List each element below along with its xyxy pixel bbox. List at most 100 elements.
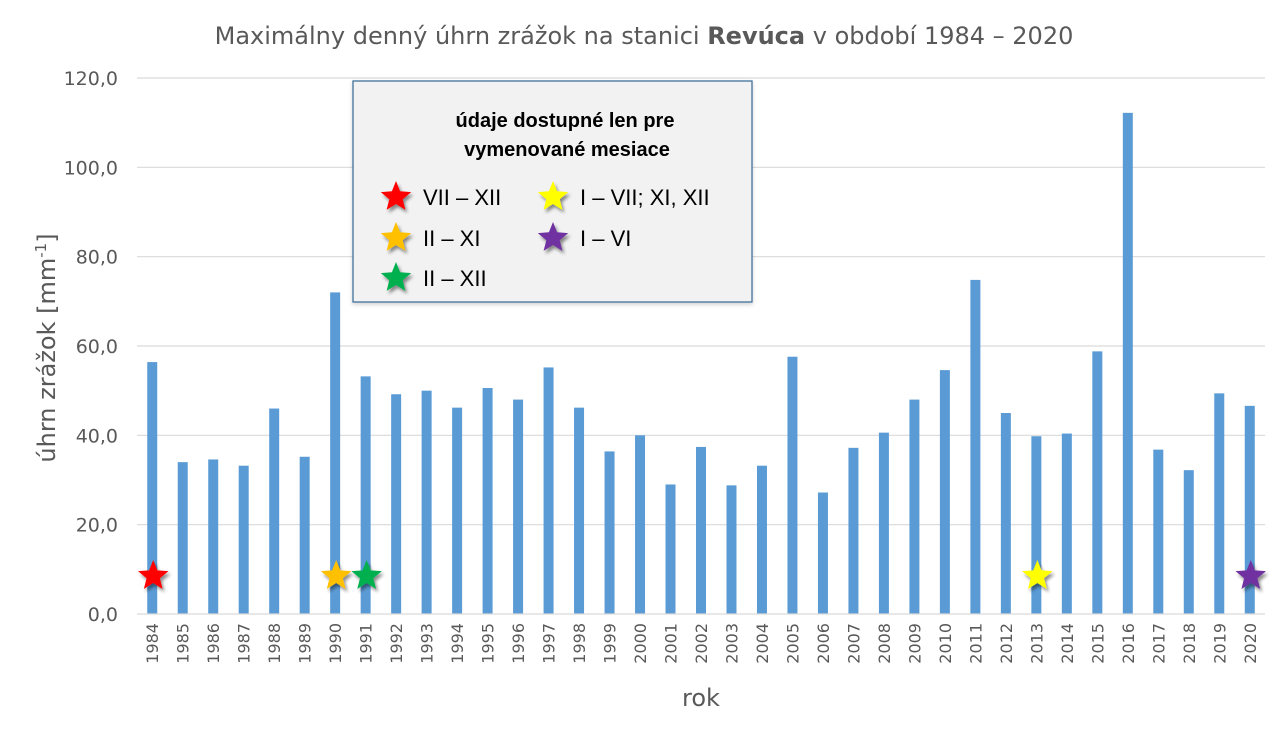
- bar-2001: [665, 484, 676, 614]
- x-tick-label: 2006: [814, 623, 833, 664]
- x-tick-label: 2019: [1210, 623, 1229, 664]
- legend-heading-line2: vymenované mesiace: [464, 139, 670, 161]
- x-tick-label: 1985: [174, 623, 193, 664]
- star-marker-2013: [1022, 560, 1053, 589]
- x-tick-label: 2005: [783, 623, 802, 664]
- chart-title-prefix: Maximálny denný úhrn zrážok na stanici: [215, 22, 708, 50]
- x-tick-label: 2001: [662, 623, 681, 664]
- legend-item-label: II – XI: [423, 226, 480, 251]
- y-tick-label: 20,0: [76, 515, 118, 537]
- x-tick-label: 1989: [296, 623, 315, 664]
- x-tick-label: 2012: [997, 623, 1016, 664]
- bar-2010: [939, 370, 950, 614]
- y-tick-label: 0,0: [88, 604, 118, 626]
- bar-1992: [391, 394, 402, 614]
- star-marker-1991: [351, 560, 382, 589]
- star-markers: [138, 560, 1266, 589]
- bar-2018: [1183, 470, 1194, 614]
- x-tick-label: 2009: [905, 623, 924, 664]
- x-tick-label: 1988: [265, 623, 284, 664]
- x-tick-label: 1994: [448, 623, 467, 664]
- x-tick-label: 1990: [326, 623, 345, 664]
- bar-2011: [970, 279, 981, 614]
- legend: údaje dostupné len pre vymenované mesiac…: [352, 80, 753, 303]
- x-tick-label: 1992: [387, 623, 406, 664]
- bar-1990: [330, 292, 341, 614]
- x-tick-label: 1987: [235, 623, 254, 664]
- bar-2003: [726, 485, 737, 614]
- legend-heading-line1: údaje dostupné len pre: [456, 110, 675, 132]
- bar-2013: [1031, 436, 1042, 614]
- x-tick-label: 1991: [357, 623, 376, 664]
- bar-1997: [543, 367, 554, 614]
- x-tick-label: 1996: [509, 623, 528, 664]
- bar-2014: [1061, 433, 1072, 614]
- bar-2016: [1122, 112, 1133, 614]
- x-tick-label: 2008: [875, 623, 894, 664]
- y-axis-label-close: ]: [33, 233, 61, 242]
- bar-2006: [817, 492, 828, 614]
- legend-star-icon: [380, 181, 412, 210]
- x-axis-ticks: 1984 1985 1986 1987 1988 1989 1990 1991 1992 1993…: [143, 623, 1260, 664]
- x-tick-label: 1998: [570, 623, 589, 664]
- legend-item-label: I – VI: [580, 226, 631, 251]
- bar-2015: [1092, 351, 1103, 614]
- x-tick-label: 1986: [204, 623, 223, 664]
- x-tick-label: 2018: [1180, 623, 1199, 664]
- y-axis-ticks: 0,0 20,0 40,0 60,0 80,0 100,0 120,0: [64, 68, 118, 626]
- x-tick-label: 2003: [722, 623, 741, 664]
- x-tick-label: 1993: [418, 623, 437, 664]
- bar-2007: [848, 447, 859, 614]
- y-tick-label: 40,0: [76, 425, 118, 447]
- x-tick-label: 1995: [479, 623, 498, 664]
- legend-items: VII – XII II – XI II – XII I – VII; XI, XII…: [380, 181, 710, 291]
- bar-1984: [147, 362, 158, 614]
- x-tick-label: 2014: [1058, 623, 1077, 664]
- y-tick-label: 120,0: [64, 68, 118, 90]
- x-tick-label: 1997: [540, 623, 559, 664]
- bar-2009: [909, 399, 920, 614]
- y-tick-label: 100,0: [64, 157, 118, 179]
- bar-2008: [878, 432, 889, 614]
- bar-1999: [604, 451, 615, 614]
- bar-1988: [269, 408, 280, 614]
- legend-star-icon: [380, 222, 412, 251]
- x-tick-label: 2015: [1088, 623, 1107, 664]
- y-axis-label: úhrn zrážok [mm-1]: [32, 233, 61, 462]
- bar-2005: [787, 356, 798, 614]
- bar-2020: [1244, 405, 1255, 614]
- bar-1993: [421, 390, 432, 614]
- bar-2012: [1000, 413, 1011, 614]
- legend-item-label: VII – XII: [423, 185, 501, 210]
- x-tick-label: 2004: [753, 623, 772, 664]
- x-tick-label: 2020: [1241, 623, 1260, 664]
- bar-1994: [452, 407, 463, 614]
- bar-1995: [482, 387, 493, 614]
- x-tick-label: 2010: [936, 623, 955, 664]
- chart-title-station: Revúca: [707, 22, 805, 50]
- chart-title-suffix: v období 1984 – 2020: [805, 22, 1073, 50]
- x-tick-label: 2000: [631, 623, 650, 664]
- y-tick-label: 80,0: [76, 247, 118, 269]
- x-tick-label: 2016: [1119, 623, 1138, 664]
- x-tick-label: 1999: [601, 623, 620, 664]
- x-tick-label: 2002: [692, 623, 711, 664]
- bar-1998: [574, 407, 585, 614]
- bar-1991: [360, 376, 371, 614]
- bar-1989: [299, 456, 310, 614]
- legend-star-icon: [537, 181, 569, 210]
- x-tick-label: 2013: [1027, 623, 1046, 664]
- y-axis-label-superscript: -1: [32, 243, 50, 258]
- bar-2002: [696, 446, 706, 614]
- star-marker-1990: [320, 560, 352, 589]
- x-tick-label: 2011: [966, 623, 985, 664]
- bar-2017: [1153, 449, 1164, 614]
- legend-star-icon: [380, 262, 412, 291]
- legend-star-icon: [537, 222, 569, 251]
- bar-series: [147, 112, 1255, 614]
- y-tick-label: 60,0: [76, 336, 118, 358]
- bar-2019: [1214, 393, 1225, 614]
- bar-2004: [756, 465, 767, 614]
- bar-1987: [238, 465, 249, 614]
- bar-2000: [635, 435, 646, 614]
